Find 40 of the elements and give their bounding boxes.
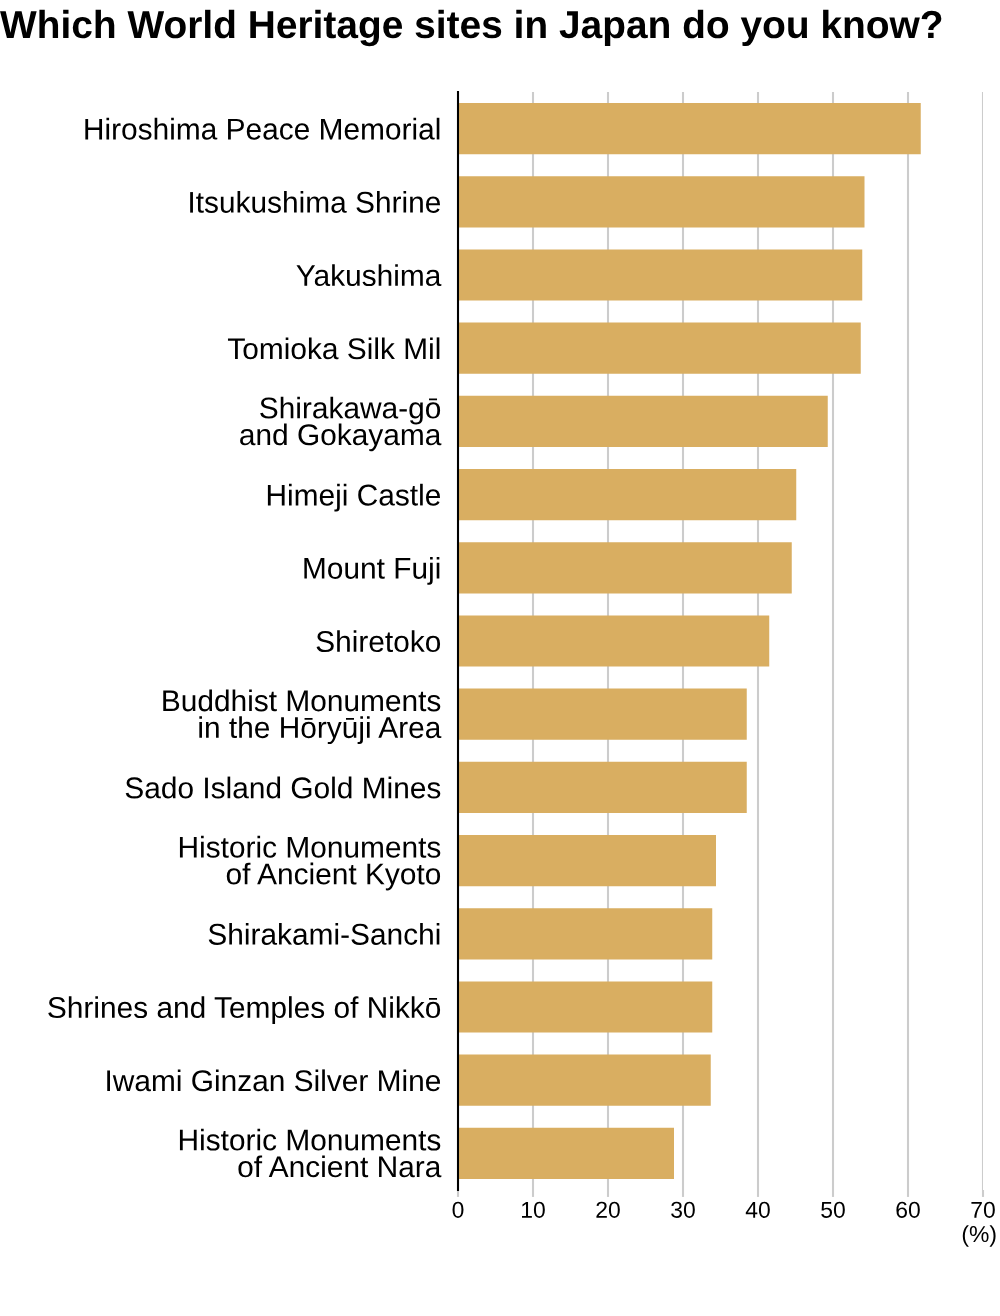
- bar: [458, 908, 713, 960]
- y-tick-label: Himeji Castle: [267, 483, 441, 512]
- y-tick-label: Yakushima: [296, 264, 442, 287]
- bar: [458, 322, 861, 374]
- y-tick-label: Tomioka Silk Mil: [227, 337, 440, 360]
- y-tick-label: Hiroshima Peace Memorial: [85, 117, 440, 140]
- bar: [458, 102, 921, 155]
- x-axis-title: (%): [962, 1225, 996, 1247]
- y-tick-label: Mount Fuji: [304, 556, 440, 585]
- x-tick-label: 20: [596, 1201, 620, 1218]
- bar: [458, 542, 792, 594]
- bar: [458, 615, 770, 667]
- y-tick-label: Iwami Ginzan Silver Mine: [107, 1069, 441, 1092]
- bar: [458, 395, 828, 448]
- x-tick-label: 40: [745, 1201, 770, 1218]
- x-tick-label: 30: [671, 1201, 695, 1218]
- x-tick-label: 60: [896, 1201, 920, 1218]
- bar: [458, 1054, 711, 1106]
- chart-title: Which World Heritage sites in Japan do you know?: [0, 9, 942, 47]
- bar: [458, 834, 716, 887]
- bar: [458, 1127, 674, 1180]
- x-tick-label: 50: [821, 1201, 845, 1218]
- x-tick-label: 70: [971, 1201, 995, 1218]
- y-tick-label: Shirakawa-gō and Gokayama: [240, 396, 442, 452]
- bar: [458, 249, 863, 301]
- x-tick-label: 10: [522, 1201, 545, 1218]
- bar: [458, 468, 797, 521]
- y-tick-label: Itsukushima Shrine: [190, 190, 441, 213]
- y-tick-label: Historic Monuments of Ancient Nara: [179, 1128, 442, 1178]
- y-tick-label: Shirakami-Sanchi: [208, 922, 440, 945]
- bar: [458, 176, 865, 228]
- y-tick-label: Shiretoko: [316, 630, 441, 653]
- y-tick-label: Shrines and Temples of Nikkō: [48, 996, 441, 1025]
- y-tick-label: Buddhist Monuments in the Hōryūji Area: [163, 689, 442, 745]
- y-tick-label: Sado Island Gold Mines: [125, 776, 441, 799]
- bar: [458, 761, 747, 814]
- bar: [458, 981, 713, 1033]
- y-tick-label: Historic Monuments of Ancient Kyoto: [179, 835, 441, 891]
- x-tick-label: 0: [452, 1201, 464, 1218]
- bar: [458, 688, 747, 740]
